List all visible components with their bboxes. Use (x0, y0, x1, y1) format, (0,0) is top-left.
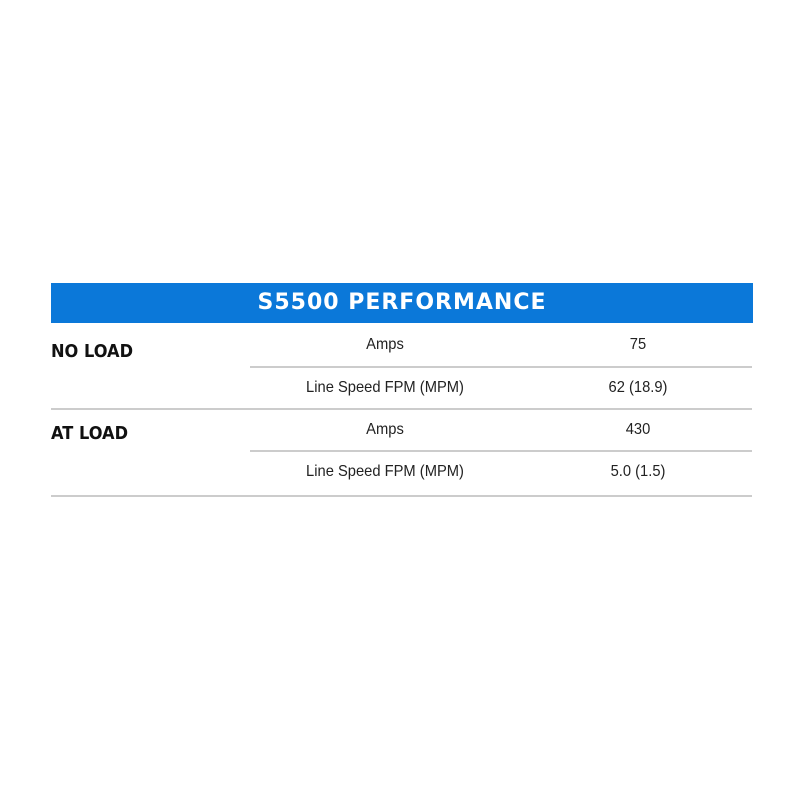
group-label: AT LOAD (51, 423, 129, 444)
table-title: S5500 PERFORMANCE (51, 283, 753, 323)
row-label: Amps (366, 336, 404, 353)
divider (250, 450, 752, 452)
group-label: NO LOAD (51, 341, 134, 362)
row-label: Line Speed FPM (MPM) (306, 379, 464, 396)
row-value: 75 (629, 336, 647, 353)
divider (51, 495, 752, 497)
divider (250, 366, 752, 368)
row-value: 62 (18.9) (608, 379, 668, 396)
row-value: 430 (625, 421, 651, 438)
row-label: Amps (366, 421, 404, 438)
row-label: Line Speed FPM (MPM) (306, 463, 464, 480)
divider (51, 408, 752, 410)
row-value: 5.0 (1.5) (610, 463, 666, 480)
